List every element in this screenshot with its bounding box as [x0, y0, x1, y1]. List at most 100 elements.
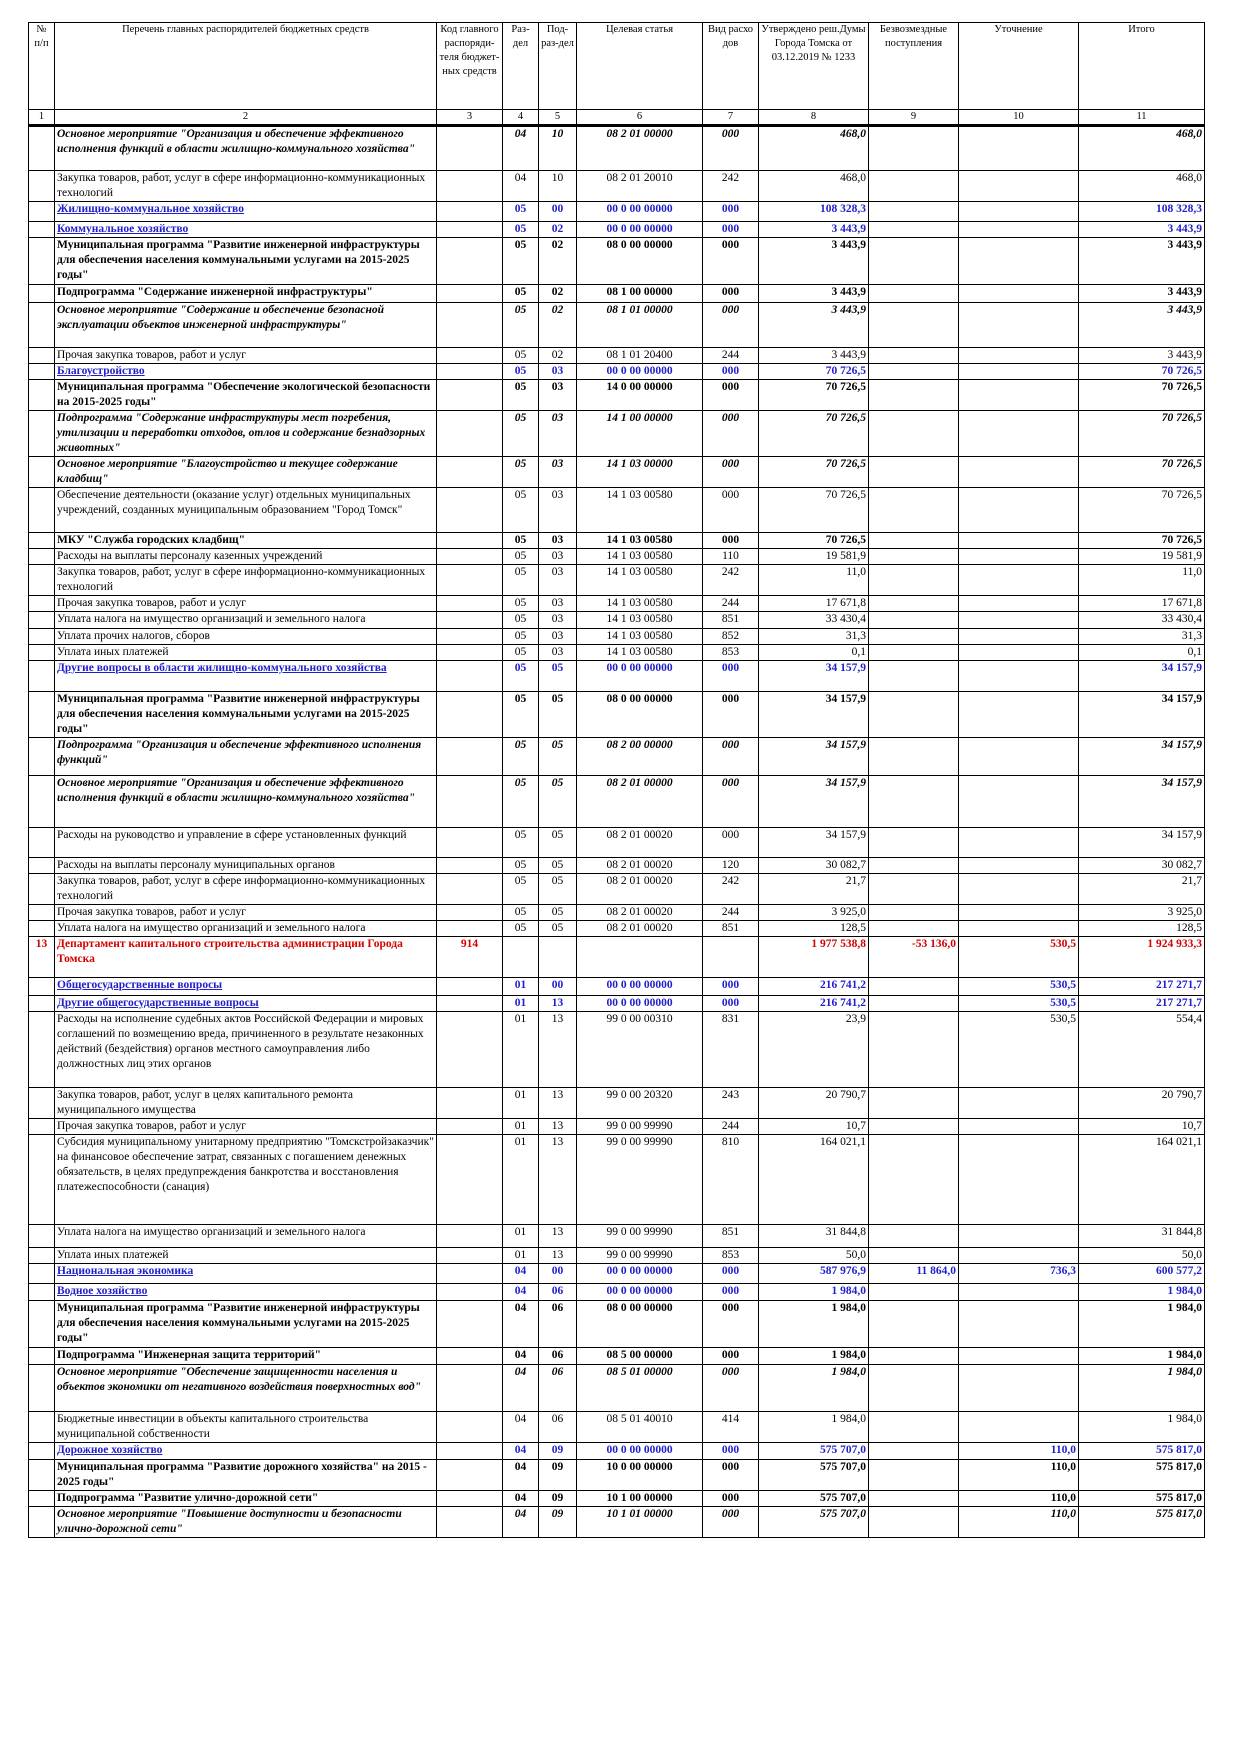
row-grants-cell	[868, 920, 959, 937]
table-row: Обеспечение деятельности (оказание услуг…	[28, 487, 1205, 533]
row-grants-cell	[868, 1459, 959, 1491]
row-total-cell: 164 021,1	[1078, 1134, 1205, 1225]
row-grants-cell	[868, 302, 959, 348]
row-target-article-cell: 08 2 01 00020	[576, 857, 703, 874]
table-row: Другие вопросы в области жилищно-коммуна…	[28, 660, 1205, 692]
row-adjustment-cell	[958, 611, 1079, 629]
table-row: Подпрограмма "Содержание инженерной инфр…	[28, 284, 1205, 303]
row-section-cell: 05	[502, 237, 539, 285]
row-expense-type-cell: 853	[702, 1247, 759, 1264]
row-expense-type-cell: 242	[702, 170, 759, 202]
row-expense-type-cell: 000	[702, 737, 759, 776]
row-approved-cell: 70 726,5	[758, 363, 869, 380]
row-name-cell: Уплата налога на имущество организаций и…	[54, 611, 437, 629]
row-number-cell	[28, 611, 55, 629]
row-number-cell	[28, 1506, 55, 1538]
row-approved-cell: 3 443,9	[758, 302, 869, 348]
header-num: № п/п	[28, 22, 55, 110]
row-subsection-cell: 09	[538, 1459, 577, 1491]
row-approved-cell: 70 726,5	[758, 456, 869, 488]
row-target-article-cell: 14 1 03 00580	[576, 487, 703, 533]
row-total-cell: 1 984,0	[1078, 1283, 1205, 1301]
row-subsection-cell: 06	[538, 1364, 577, 1412]
row-expense-type-cell: 851	[702, 611, 759, 629]
row-subsection-cell: 06	[538, 1347, 577, 1365]
row-subsection-cell: 05	[538, 691, 577, 738]
table-row: 13 Департамент капитального строительства…	[28, 936, 1205, 978]
row-adjustment-cell	[958, 1347, 1079, 1365]
row-grants-cell	[868, 995, 959, 1012]
row-adjustment-cell	[958, 379, 1079, 411]
row-code-cell	[436, 284, 503, 303]
row-target-article-cell: 99 0 00 99990	[576, 1224, 703, 1248]
row-total-cell: 34 157,9	[1078, 737, 1205, 776]
row-target-article-cell: 00 0 00 00000	[576, 201, 703, 222]
row-approved-cell: 575 707,0	[758, 1506, 869, 1538]
row-approved-cell: 17 671,8	[758, 595, 869, 612]
row-name-cell: Другие общегосударственные вопросы	[54, 995, 437, 1012]
row-code-cell	[436, 347, 503, 364]
col-number: 9	[868, 109, 959, 127]
row-adjustment-cell	[958, 1283, 1079, 1301]
row-number-cell	[28, 221, 55, 238]
row-adjustment-cell: 110,0	[958, 1442, 1079, 1460]
row-adjustment-cell	[958, 302, 1079, 348]
row-section-cell: 01	[502, 1134, 539, 1225]
row-total-cell: 31 844,8	[1078, 1224, 1205, 1248]
row-code-cell	[436, 1300, 503, 1348]
row-grants-cell	[868, 1011, 959, 1088]
row-expense-type-cell: 000	[702, 827, 759, 858]
row-expense-type-cell: 242	[702, 873, 759, 905]
row-grants-cell	[868, 125, 959, 171]
row-approved-cell: 34 157,9	[758, 775, 869, 828]
row-target-article-cell: 08 5 01 00000	[576, 1364, 703, 1412]
row-total-cell: 575 817,0	[1078, 1506, 1205, 1538]
row-total-cell: 50,0	[1078, 1247, 1205, 1264]
header-approved: Утверждено реш.Думы Города Томска от 03.…	[758, 22, 869, 110]
row-total-cell: 30 082,7	[1078, 857, 1205, 874]
row-subsection-cell: 06	[538, 1283, 577, 1301]
row-grants-cell	[868, 1247, 959, 1264]
row-total-cell: 70 726,5	[1078, 363, 1205, 380]
row-target-article-cell: 00 0 00 00000	[576, 221, 703, 238]
row-target-article-cell: 00 0 00 00000	[576, 1283, 703, 1301]
row-approved-cell: 0,1	[758, 644, 869, 661]
row-name-cell: Основное мероприятие "Организация и обес…	[54, 775, 437, 828]
row-adjustment-cell	[958, 775, 1079, 828]
row-adjustment-cell	[958, 125, 1079, 171]
row-adjustment-cell	[958, 1134, 1079, 1225]
row-expense-type-cell: 242	[702, 564, 759, 596]
row-expense-type-cell: 000	[702, 1263, 759, 1284]
row-adjustment-cell	[958, 221, 1079, 238]
table-row: Водное хозяйство 04 06 00 0 00 00000 000 1 98…	[28, 1283, 1205, 1301]
row-expense-type-cell: 851	[702, 920, 759, 937]
row-code-cell	[436, 1247, 503, 1264]
row-grants-cell	[868, 644, 959, 661]
row-total-cell: 34 157,9	[1078, 691, 1205, 738]
row-total-cell: 1 984,0	[1078, 1364, 1205, 1412]
row-expense-type-cell: 000	[702, 456, 759, 488]
table-row: Прочая закупка товаров, работ и услуг 05 0…	[28, 904, 1205, 921]
row-approved-cell: 70 726,5	[758, 532, 869, 549]
row-adjustment-cell	[958, 691, 1079, 738]
table-row: Прочая закупка товаров, работ и услуг 05 0…	[28, 347, 1205, 364]
table-row: Общегосударственные вопросы 01 00 00 0 00 0…	[28, 977, 1205, 996]
row-target-article-cell: 14 1 03 00580	[576, 644, 703, 661]
row-number-cell	[28, 644, 55, 661]
row-approved-cell: 34 157,9	[758, 737, 869, 776]
row-expense-type-cell: 000	[702, 775, 759, 828]
row-total-cell: 3 925,0	[1078, 904, 1205, 921]
table-row: Прочая закупка товаров, работ и услуг 05 0…	[28, 595, 1205, 612]
row-section-cell: 05	[502, 691, 539, 738]
row-adjustment-cell	[958, 628, 1079, 645]
row-expense-type-cell: 853	[702, 644, 759, 661]
row-name-cell: Подпрограмма "Развитие улично-дорожной с…	[54, 1490, 437, 1507]
row-subsection-cell: 00	[538, 201, 577, 222]
row-adjustment-cell	[958, 410, 1079, 457]
row-name-cell: Подпрограмма "Содержание инженерной инфр…	[54, 284, 437, 303]
row-approved-cell: 34 157,9	[758, 660, 869, 692]
row-grants-cell	[868, 1490, 959, 1507]
table-row: Основное мероприятие "Благоустройство и …	[28, 456, 1205, 488]
row-section-cell: 05	[502, 532, 539, 549]
row-subsection-cell: 02	[538, 221, 577, 238]
